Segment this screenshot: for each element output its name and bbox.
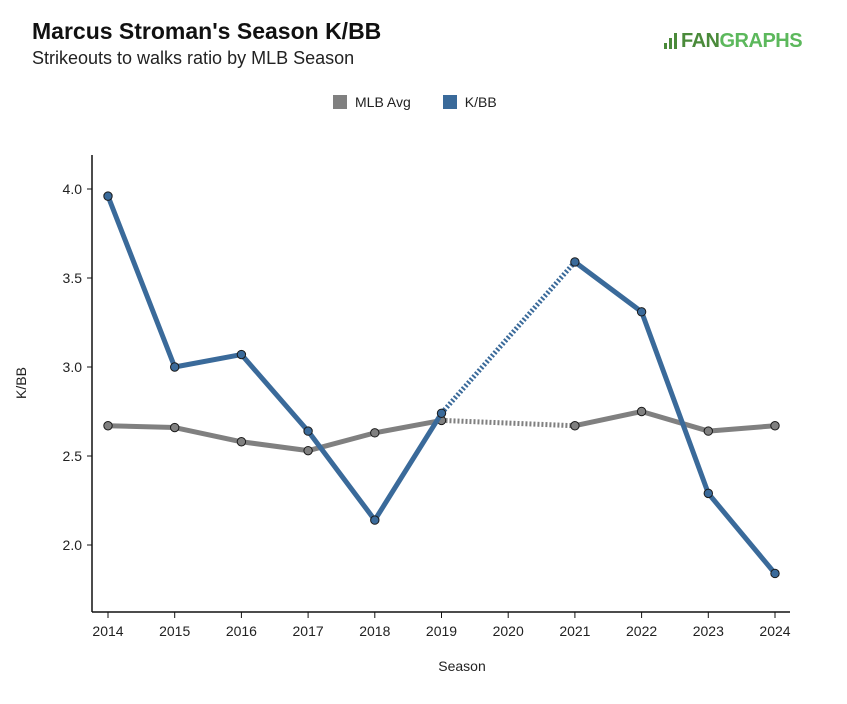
y-tick-label: 3.5 bbox=[63, 270, 83, 286]
series-line-kbb bbox=[372, 410, 444, 523]
chart-title: Marcus Stroman's Season K/BB bbox=[32, 18, 382, 44]
legend-swatch-kbb bbox=[442, 95, 457, 109]
series-line-kbb bbox=[572, 259, 645, 315]
series-line-kbb bbox=[439, 260, 577, 415]
x-tick-label: 2024 bbox=[759, 623, 790, 639]
x-tick-label: 2019 bbox=[426, 623, 457, 639]
y-tick-label: 3.0 bbox=[63, 359, 83, 375]
data-point-kbb bbox=[170, 362, 180, 372]
legend-label-mlb-avg: MLB Avg bbox=[355, 94, 411, 110]
series-line-kbb bbox=[305, 428, 378, 523]
legend-label-kbb: K/BB bbox=[464, 94, 497, 110]
legend-swatch-mlb-avg bbox=[333, 95, 347, 109]
data-point-kbb bbox=[570, 257, 580, 267]
logo-text-graphs: GRAPHS bbox=[719, 30, 803, 52]
legend-item-mlb-avg: MLB Avg bbox=[333, 94, 411, 110]
series-line-mlb-avg bbox=[238, 439, 311, 454]
y-tick-label: 2.5 bbox=[63, 448, 83, 464]
data-point-mlb-avg bbox=[570, 421, 580, 431]
series-line-mlb-avg bbox=[639, 409, 711, 434]
chart-subtitle: Strikeouts to walks ratio by MLB Season bbox=[32, 48, 355, 68]
data-point-mlb-avg bbox=[236, 437, 247, 447]
data-point-kbb bbox=[103, 191, 113, 201]
data-point-mlb-avg bbox=[303, 445, 313, 456]
series-line-mlb-avg bbox=[172, 425, 244, 445]
x-tick-label: 2020 bbox=[493, 623, 524, 639]
data-point-kbb bbox=[636, 307, 647, 317]
series-line-kbb bbox=[172, 352, 244, 370]
series-line-kbb bbox=[105, 193, 178, 370]
data-point-kbb bbox=[770, 568, 780, 579]
x-axis-label: Season bbox=[438, 658, 485, 674]
series-line-kbb bbox=[639, 309, 711, 496]
x-tick-label: 2023 bbox=[693, 623, 724, 639]
series-line-mlb-avg bbox=[441, 417, 576, 429]
data-point-mlb-avg bbox=[636, 406, 647, 417]
fangraphs-logo: FANGRAPHS bbox=[664, 30, 803, 53]
x-tick-label: 2021 bbox=[559, 623, 590, 639]
x-tick-label: 2016 bbox=[226, 623, 257, 639]
series-line-mlb-avg bbox=[705, 423, 778, 434]
data-point-mlb-avg bbox=[703, 426, 713, 436]
data-point-mlb-avg bbox=[103, 421, 113, 431]
y-tick-label: 2.0 bbox=[63, 537, 83, 553]
chart-legend: MLB Avg K/BB bbox=[333, 94, 497, 110]
series-line-mlb-avg bbox=[572, 409, 645, 429]
logo-bars-icon bbox=[664, 31, 680, 49]
data-point-kbb bbox=[703, 488, 713, 499]
x-tick-label: 2018 bbox=[359, 623, 390, 639]
data-point-kbb bbox=[436, 408, 447, 418]
data-point-mlb-avg bbox=[770, 421, 780, 431]
series-line-kbb bbox=[238, 352, 311, 434]
data-point-kbb bbox=[303, 426, 313, 436]
x-tick-label: 2015 bbox=[159, 623, 190, 639]
x-tick-label: 2022 bbox=[626, 623, 657, 639]
legend-item-kbb: K/BB bbox=[442, 94, 497, 110]
series-line-kbb bbox=[705, 490, 778, 576]
x-tick-label: 2014 bbox=[92, 623, 123, 639]
data-point-mlb-avg bbox=[370, 428, 380, 438]
y-tick-label: 4.0 bbox=[63, 181, 83, 197]
y-axis-label: K/BB bbox=[13, 367, 29, 399]
data-point-kbb bbox=[236, 349, 247, 360]
series-line-mlb-avg bbox=[372, 417, 444, 436]
series-line-mlb-avg bbox=[105, 423, 178, 431]
data-point-kbb bbox=[370, 515, 380, 525]
x-tick-label: 2017 bbox=[293, 623, 324, 639]
logo-text-fan: FAN bbox=[681, 30, 720, 52]
data-point-mlb-avg bbox=[170, 422, 180, 433]
